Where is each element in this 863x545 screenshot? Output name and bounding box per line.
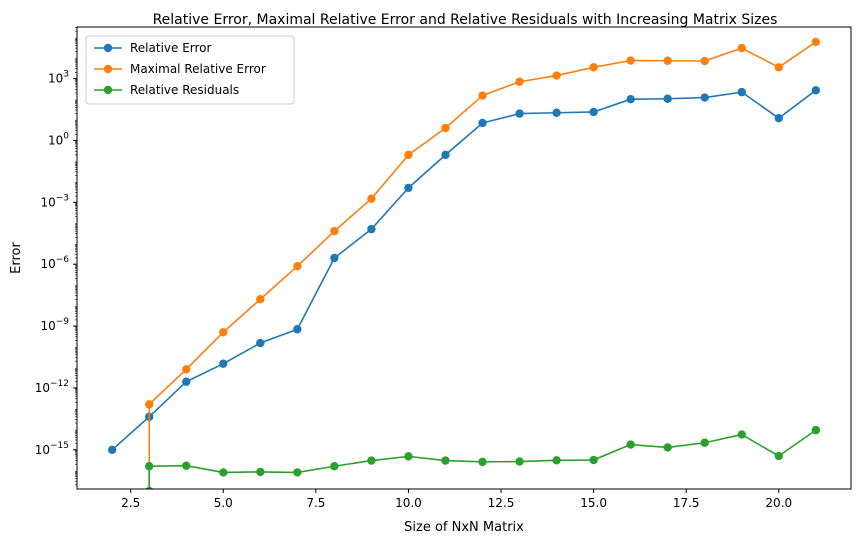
- y-tick-label: 103: [48, 70, 69, 86]
- data-point: [367, 194, 376, 203]
- series-line: [111, 89, 817, 451]
- y-tick-label: 10−15: [35, 441, 69, 457]
- series-line: [148, 429, 817, 489]
- series-relative-error: [107, 86, 821, 455]
- series-relative-residuals: [145, 425, 821, 489]
- legend-label: Maximal Relative Error: [130, 62, 266, 76]
- data-point: [774, 451, 783, 461]
- data-point: [182, 461, 191, 470]
- data-point: [293, 468, 302, 477]
- data-point: [478, 118, 487, 128]
- legend-marker: [103, 43, 113, 53]
- data-point: [404, 452, 413, 461]
- legend-marker: [103, 85, 113, 95]
- data-point: [589, 63, 598, 72]
- data-point: [663, 443, 672, 452]
- x-axis-label: Size of NxN Matrix: [404, 520, 524, 535]
- x-tick-label: 10.0: [395, 496, 422, 510]
- y-tick-label: 10−3: [40, 193, 69, 209]
- data-point: [256, 295, 265, 304]
- x-tick-label: 17.5: [673, 496, 700, 510]
- data-point: [478, 91, 487, 100]
- data-point: [700, 93, 709, 102]
- data-point: [256, 467, 265, 477]
- x-tick-label: 12.5: [488, 496, 515, 510]
- data-point: [441, 123, 450, 133]
- data-point: [145, 462, 154, 471]
- legend-box: [85, 35, 295, 105]
- data-point: [700, 438, 709, 447]
- data-point: [441, 456, 450, 465]
- data-point: [182, 365, 191, 374]
- data-point: [515, 77, 524, 86]
- data-point: [515, 457, 524, 466]
- y-tick-label: 10−6: [40, 255, 69, 271]
- y-axis-label: Error: [9, 242, 24, 274]
- data-point: [219, 328, 228, 337]
- data-point: [700, 56, 709, 66]
- data-point: [404, 150, 413, 160]
- data-point: [552, 456, 561, 465]
- data-point: [552, 71, 561, 80]
- series-line: [148, 41, 817, 489]
- data-point: [219, 468, 228, 477]
- data-point: [330, 226, 339, 236]
- data-point: [811, 425, 821, 435]
- legend-marker: [103, 64, 113, 74]
- data-point: [663, 56, 672, 65]
- data-point: [293, 325, 302, 334]
- data-point: [330, 253, 339, 263]
- x-tick-label: 20.0: [765, 496, 792, 510]
- data-point: [589, 107, 598, 117]
- data-point: [737, 430, 746, 439]
- x-tick-label: 2.5: [121, 496, 140, 510]
- data-point: [256, 338, 265, 348]
- data-point: [404, 183, 413, 193]
- data-point: [145, 400, 154, 409]
- y-tick-label: 10−9: [40, 317, 69, 333]
- x-axis: 2.5 5.0 7.5 10.0 12.5 15.0 17.5 20.0: [121, 489, 792, 510]
- data-point: [330, 462, 339, 471]
- legend: Relative Error Maximal Relative Error Rela…: [85, 35, 295, 105]
- data-point: [107, 445, 117, 455]
- data-point: [145, 486, 153, 489]
- y-tick-label: 10−12: [35, 379, 69, 395]
- data-point: [219, 359, 228, 368]
- data-point: [552, 108, 561, 117]
- x-tick-label: 15.0: [580, 496, 607, 510]
- data-point: [774, 63, 783, 72]
- data-point: [589, 455, 598, 465]
- y-tick-label: 100: [48, 131, 69, 147]
- data-point: [515, 109, 524, 118]
- data-point: [293, 261, 302, 271]
- data-point: [737, 87, 746, 97]
- data-point: [478, 457, 487, 467]
- x-tick-label: 5.0: [214, 496, 233, 510]
- data-point: [811, 37, 821, 47]
- data-point: [626, 56, 635, 65]
- data-point: [811, 86, 821, 95]
- series-layer: [107, 37, 821, 489]
- data-point: [663, 94, 672, 103]
- data-point: [774, 113, 783, 123]
- data-point: [441, 150, 450, 160]
- x-tick-label: 7.5: [306, 496, 325, 510]
- y-axis: 10−15 10−12 10−9 10−6 10−3 100 103: [35, 27, 77, 486]
- data-point: [367, 224, 376, 234]
- legend-label: Relative Residuals: [130, 83, 239, 97]
- data-point: [626, 440, 635, 449]
- chart-title: Relative Error, Maximal Relative Error a…: [153, 12, 778, 28]
- data-point: [367, 456, 376, 465]
- data-point: [182, 377, 191, 386]
- legend-label: Relative Error: [130, 41, 212, 55]
- data-point: [737, 43, 746, 53]
- data-point: [626, 94, 635, 104]
